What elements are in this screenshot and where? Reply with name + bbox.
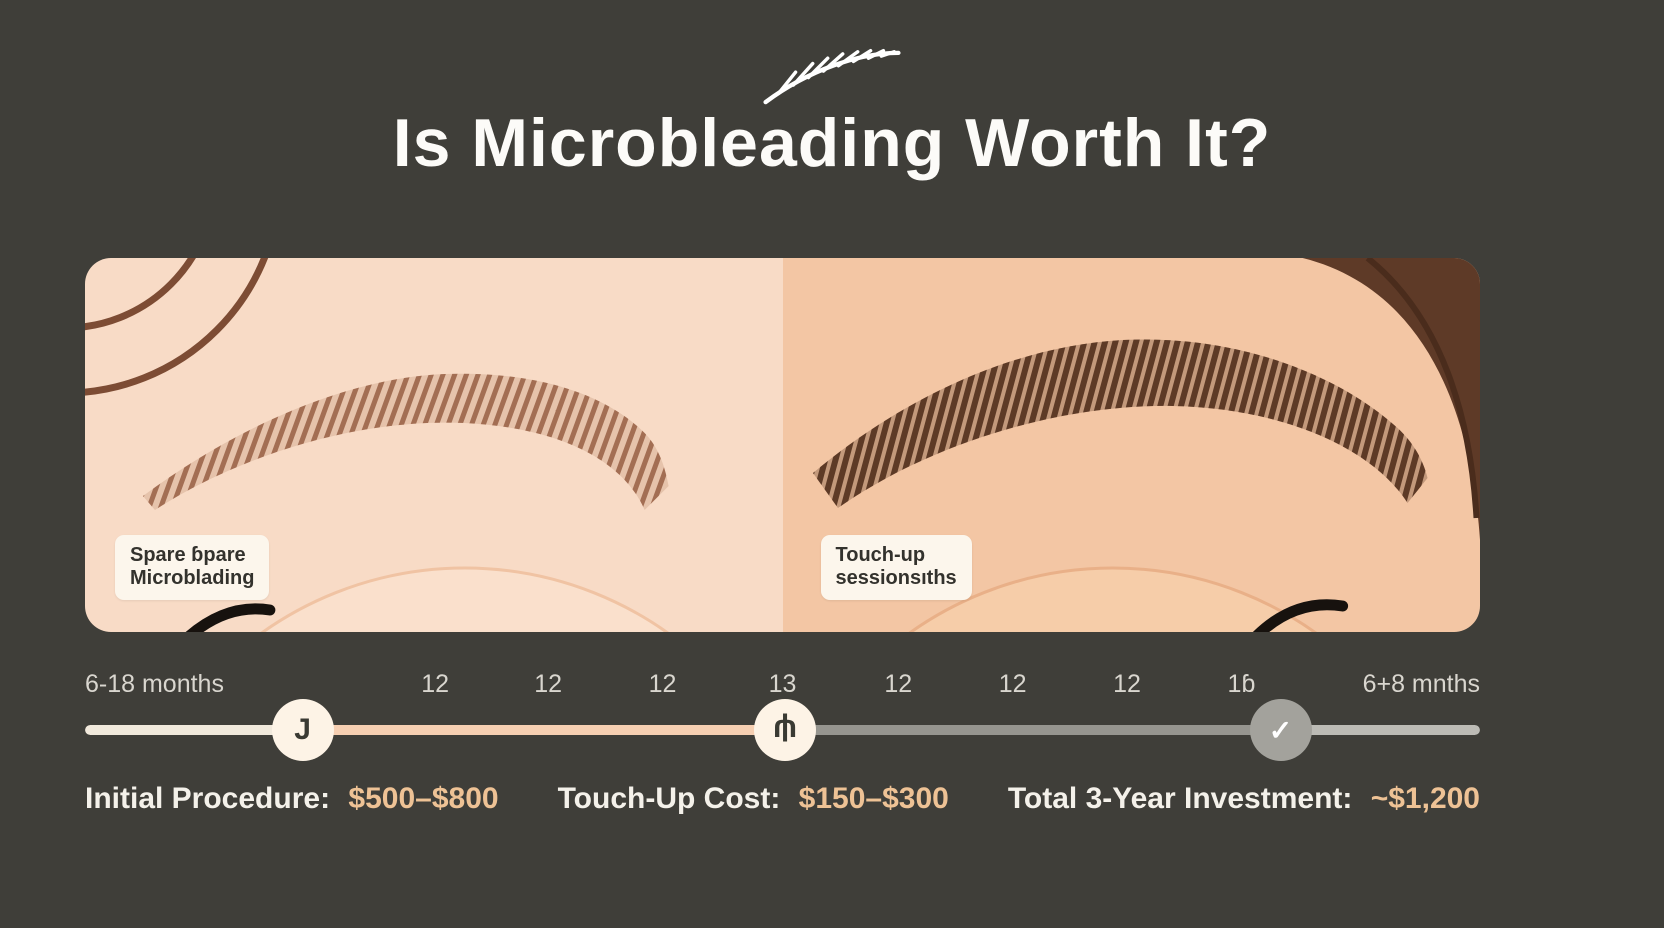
after-image: Touch-up sessionsıths bbox=[782, 258, 1480, 632]
timeline-track bbox=[85, 725, 1480, 735]
after-illustration bbox=[812, 258, 1480, 632]
timeline-tick: 6-18 months bbox=[85, 670, 224, 698]
spark-icon: ψ bbox=[773, 712, 798, 749]
timeline-segment-maintain bbox=[785, 725, 1281, 735]
after-label-line2: sessionsıths bbox=[835, 567, 957, 590]
timeline-tick: 12 bbox=[884, 670, 913, 698]
cost-summary-row: Initial Procedure: $500–$800 Touch-Up Co… bbox=[85, 782, 1480, 816]
timeline-marker-total: ✓ bbox=[1249, 699, 1312, 761]
before-label: Spare ɓpare Microblading bbox=[115, 534, 270, 600]
page-title: Is Microbleading Worth It? bbox=[392, 105, 1272, 181]
timeline-segment-initial bbox=[85, 725, 303, 735]
stat-label: Total 3-Year Investment: bbox=[1007, 782, 1353, 815]
timeline-tick: 13 bbox=[768, 670, 797, 698]
stat-touchup-cost: Touch-Up Cost: $150–$300 bbox=[558, 782, 949, 816]
timeline-segment-end bbox=[1280, 725, 1480, 735]
before-image: Spare ɓpare Microblading bbox=[85, 258, 783, 632]
stat-initial-procedure: Initial Procedure: $500–$800 bbox=[85, 782, 499, 816]
timeline-tick: 12 bbox=[648, 670, 677, 698]
before-label-line1: Spare ɓpare bbox=[130, 543, 246, 566]
timeline-tick: 12 bbox=[421, 670, 450, 698]
timeline-marker-initial: J bbox=[271, 699, 334, 761]
timeline-tick: 6+8 mnths bbox=[1362, 670, 1480, 698]
timeline-tick: 1ɓ bbox=[1227, 670, 1256, 698]
stat-label: Initial Procedure: bbox=[85, 782, 331, 815]
stat-value: $500–$800 bbox=[348, 782, 499, 815]
feather-icon bbox=[757, 40, 907, 106]
hook-icon: J bbox=[294, 713, 311, 746]
stat-label: Touch-Up Cost: bbox=[557, 782, 781, 815]
before-label-line2: Microblading bbox=[130, 567, 255, 590]
timeline-tick-row: 6-18 months 12 12 12 13 12 12 12 1ɓ 6+8 … bbox=[85, 670, 1480, 704]
timeline-segment-touchup bbox=[302, 725, 786, 735]
check-icon: ✓ bbox=[1268, 714, 1293, 746]
timeline-tick: 12 bbox=[1113, 670, 1141, 698]
timeline-tick: 12 bbox=[998, 670, 1027, 698]
timeline-marker-touchup: ψ bbox=[754, 699, 817, 761]
after-label: Touch-up sessionsıths bbox=[820, 534, 972, 600]
before-illustration bbox=[85, 258, 669, 632]
after-label-line1: Touch-up bbox=[835, 543, 926, 566]
stat-value: $150–$300 bbox=[798, 782, 949, 815]
timeline-bar: J ψ ✓ bbox=[85, 699, 1480, 761]
stat-total-investment: Total 3-Year Investment: ~$1,200 bbox=[1008, 782, 1480, 816]
stat-value: ~$1,200 bbox=[1370, 782, 1480, 815]
before-after-panel: Spare ɓpare Microblading bbox=[85, 258, 1480, 632]
timeline-tick: 12 bbox=[534, 670, 563, 698]
